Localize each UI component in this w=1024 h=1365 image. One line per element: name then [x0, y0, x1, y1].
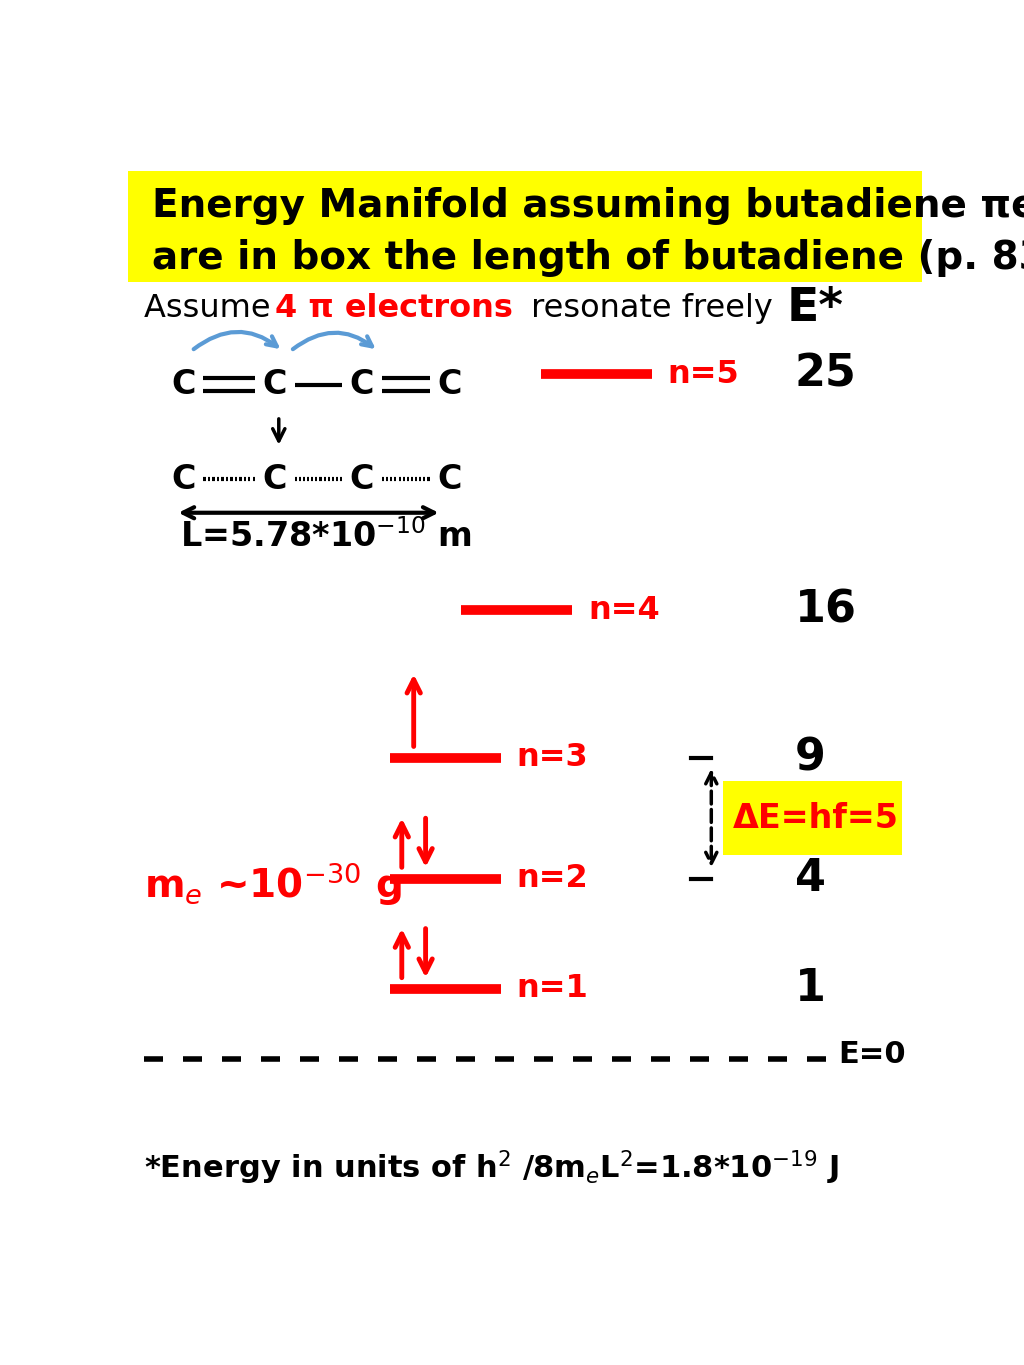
Text: 1: 1 [795, 968, 825, 1010]
Text: are in box the length of butadiene (p. 83): are in box the length of butadiene (p. 8… [152, 239, 1024, 277]
Text: Assume: Assume [143, 293, 281, 325]
Text: E=0: E=0 [839, 1040, 906, 1069]
Text: 4 π electrons: 4 π electrons [274, 293, 513, 325]
Text: n=4: n=4 [588, 595, 660, 627]
FancyBboxPatch shape [723, 781, 902, 854]
Text: C: C [171, 369, 196, 401]
Text: m$_e$ ~10$^{-30}$ g: m$_e$ ~10$^{-30}$ g [143, 860, 401, 908]
Text: C: C [437, 463, 462, 495]
Text: 25: 25 [795, 352, 856, 396]
Text: C: C [262, 369, 287, 401]
Text: C: C [437, 369, 462, 401]
Text: C: C [350, 369, 375, 401]
Text: Energy Manifold assuming butadiene πe⁻: Energy Manifold assuming butadiene πe⁻ [152, 187, 1024, 225]
Text: n=1: n=1 [517, 973, 589, 1005]
Text: C: C [262, 463, 287, 495]
Text: n=2: n=2 [517, 863, 589, 894]
Text: C: C [350, 463, 375, 495]
Text: resonate freely: resonate freely [521, 293, 773, 325]
Text: ΔE=hf=5: ΔE=hf=5 [733, 801, 899, 834]
Text: n=5: n=5 [668, 359, 739, 389]
Text: n=3: n=3 [517, 743, 589, 773]
Text: L=5.78*10$^{-10}$ m: L=5.78*10$^{-10}$ m [179, 520, 471, 554]
Text: C: C [171, 463, 196, 495]
Text: *Energy in units of h$^2$ /8m$_e$L$^2$=1.8*10$^{-19}$ J: *Energy in units of h$^2$ /8m$_e$L$^2$=1… [143, 1148, 839, 1186]
Text: 4: 4 [795, 857, 825, 900]
Text: 9: 9 [795, 736, 825, 779]
FancyBboxPatch shape [128, 171, 922, 281]
Text: 16: 16 [795, 588, 857, 632]
FancyArrowPatch shape [194, 332, 276, 349]
Text: E*: E* [786, 287, 844, 332]
FancyArrowPatch shape [293, 333, 372, 349]
